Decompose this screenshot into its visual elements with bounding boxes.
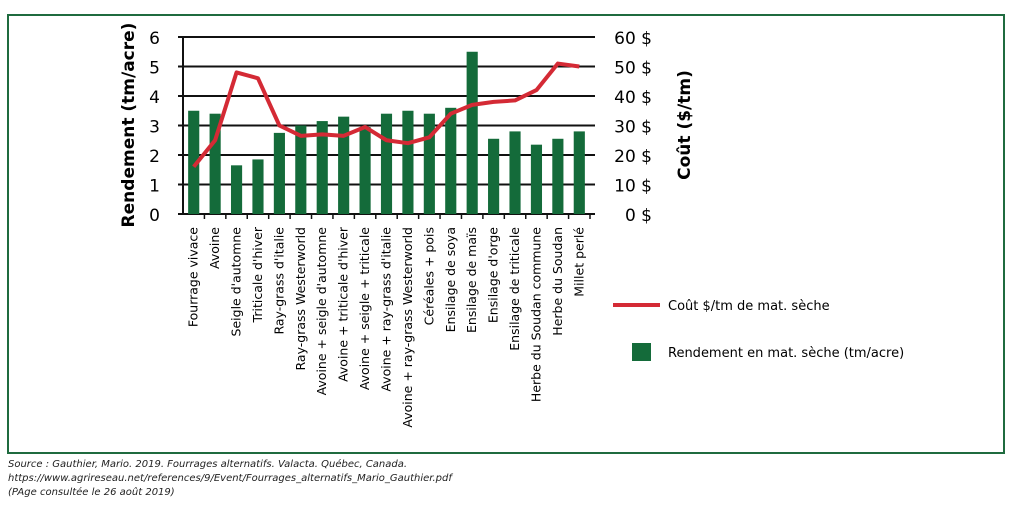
y-tick-label: 3	[149, 118, 160, 138]
y-tick-label: 4	[149, 88, 160, 108]
x-tick-label: Seigle d'automne	[229, 227, 244, 337]
x-tick-label: Ensilage d'orge	[486, 227, 501, 323]
source-accessed: (PAge consultée le 26 août 2019)	[8, 487, 175, 498]
x-tick-label: Herbe du Soudan commune	[528, 227, 543, 402]
frame-border	[7, 14, 1005, 454]
x-tick-label: Ensilage de soya	[443, 227, 458, 332]
y-tick-label: 2	[149, 147, 160, 167]
bar	[423, 113, 435, 214]
y-right-tick-label: 10 $	[614, 177, 652, 197]
bar	[230, 165, 243, 214]
y-right-tick-label: 30 $	[614, 118, 652, 138]
x-tick-label: Avoine + ray-grass d'italie	[379, 227, 394, 392]
bar	[188, 110, 200, 214]
bar	[552, 138, 564, 214]
source-line-1: Source : Gauthier, Mario. 2019. Fourrage…	[8, 459, 408, 470]
bar	[402, 110, 414, 214]
y-tick-label: 5	[149, 59, 160, 79]
x-tick-label: Avoine + ray-grass Westerworld	[400, 227, 415, 428]
y-axis-right-title: Coût ($/tm)	[675, 70, 695, 180]
x-tick-label: Avoine + seigle d'automne	[314, 227, 329, 396]
bar	[359, 126, 371, 214]
bar	[273, 132, 285, 214]
y-right-tick-label: 40 $	[614, 88, 652, 108]
bar	[338, 116, 350, 214]
x-tick-label: Herbe du Soudan	[550, 227, 565, 336]
legend-label-cost: Coût $/tm de mat. sèche	[668, 299, 830, 314]
bar	[380, 113, 393, 214]
bar	[316, 121, 328, 214]
legend-bar-swatch	[632, 343, 651, 361]
y-axis-title: Rendement (tm/acre)	[119, 23, 139, 228]
x-tick-label: Avoine	[207, 227, 222, 269]
x-tick-label: Millet perlé	[571, 227, 586, 297]
bar	[509, 131, 521, 214]
x-tick-label: Céréales + pois	[421, 227, 436, 325]
x-tick-label: Triticale d'hiver	[250, 226, 265, 323]
bar	[488, 138, 500, 214]
x-tick-label: Ensilage de maïs	[464, 227, 479, 333]
x-tick-label: Avoine + triticale d'hiver	[336, 226, 351, 382]
source-url[interactable]: https://www.agrireseau.net/references/9/…	[8, 473, 452, 484]
x-tick-label: Fourrage vivace	[186, 227, 201, 327]
bar	[466, 51, 478, 214]
legend: Coût $/tm de mat. sèche Rendement en mat…	[613, 299, 904, 361]
legend-label-yield: Rendement en mat. sèche (tm/acre)	[668, 346, 904, 361]
bar	[295, 125, 307, 214]
x-tick-label: Ensilage de triticale	[507, 227, 522, 351]
y-right-tick-label: 0 $	[625, 206, 652, 226]
x-tick-label: Ray-grass d'italie	[271, 227, 286, 335]
y-tick-label: 1	[149, 177, 160, 197]
bar	[530, 144, 543, 214]
bar	[573, 131, 585, 214]
x-tick-label: Avoine + seigle + triticale	[357, 227, 372, 390]
y-right-tick-label: 50 $	[614, 59, 652, 79]
bar	[445, 107, 457, 214]
bar	[209, 113, 221, 214]
y-tick-label: 6	[149, 29, 160, 49]
bar	[252, 159, 264, 214]
y-right-tick-label: 20 $	[614, 147, 652, 167]
y-tick-label: 0	[149, 206, 160, 226]
x-tick-label: Ray-grass Westerworld	[293, 227, 308, 370]
y-right-tick-label: 60 $	[614, 29, 652, 49]
